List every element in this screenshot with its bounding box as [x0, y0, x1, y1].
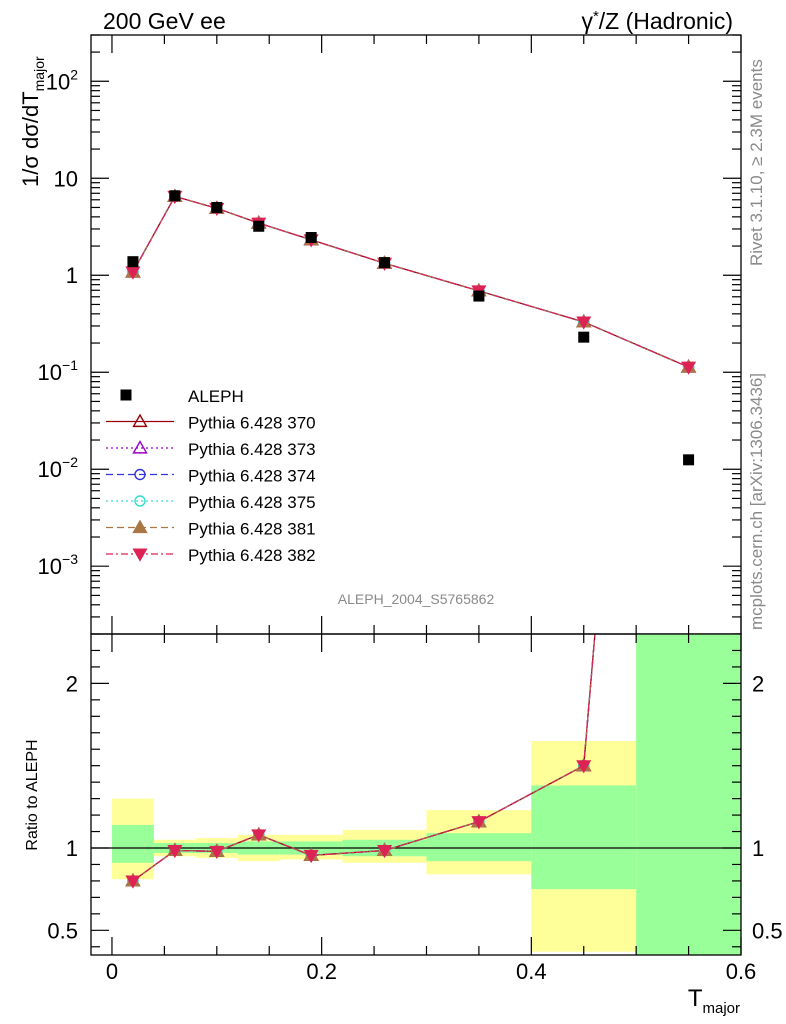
- legend-label-3: Pythia 6.428 375: [188, 493, 316, 512]
- y-tick-label-base: 10: [38, 554, 62, 579]
- ratio-marker-5: [167, 844, 183, 859]
- ratio-y-tick-label-right: 1: [752, 836, 764, 861]
- ratio-y-tick-label-right: 0.5: [752, 918, 783, 943]
- title-right-star: *: [593, 8, 599, 25]
- legend-label-4: Pythia 6.428 381: [188, 520, 316, 539]
- series-line-1: [132, 195, 689, 368]
- analysis-id: ALEPH_2004_S5765862: [338, 591, 495, 607]
- ratio-band-green: [111, 824, 154, 863]
- y-tick-label: 10−2: [38, 454, 79, 482]
- main-series-lines: [125, 188, 697, 375]
- y-tick-label-base: 10: [38, 360, 62, 385]
- legend-label-2: Pythia 6.428 374: [188, 467, 316, 486]
- ratio-panel: 0 0.2 0.4 0.6 0.5 0.5 1 1 2 2: [47, 633, 783, 984]
- legend-marker-2: [134, 468, 146, 481]
- aleph-data-point: [211, 201, 223, 213]
- series-line-0: [132, 195, 689, 368]
- legend-marker-aleph: [120, 389, 132, 401]
- y-tick-label-base: 10: [54, 166, 78, 191]
- ratio-band-green: [636, 634, 741, 955]
- legend: ALEPH Pythia 6.428 370 Pythia 6.428 373 Pyt…: [106, 387, 316, 565]
- aleph-data-point: [253, 220, 265, 232]
- main-frame: [90, 34, 742, 635]
- series-line-2: [132, 195, 689, 368]
- ratio-marker-5: [471, 816, 487, 830]
- title-right-gamma: γ: [581, 8, 593, 34]
- ratio-y-tick-label-left: 2: [66, 671, 78, 696]
- y-tick-label-exp: 2: [70, 66, 78, 82]
- y-tick-label-exp: −2: [62, 454, 78, 470]
- series-marker-5: [576, 316, 592, 330]
- aleph-data-point: [683, 454, 695, 466]
- y-tick-label-base: 10: [46, 69, 70, 94]
- title-left: 200 GeV ee: [103, 8, 226, 34]
- x-axis-label-sub: major: [702, 1000, 740, 1017]
- main-y-label-sub: major: [31, 56, 47, 91]
- ratio-y-tick-label-left: 0.5: [47, 918, 78, 943]
- aleph-data-point: [473, 290, 485, 302]
- ratio-uncertainty-bands: [91, 634, 741, 955]
- legend-marker-1: [132, 440, 148, 454]
- ratio-band-green: [426, 833, 532, 862]
- ratio-axis-ticks: 0 0.2 0.4 0.6 0.5 0.5 1 1 2 2: [47, 634, 783, 984]
- series-line-4: [132, 195, 689, 368]
- title-right-rest: /Z (Hadronic): [599, 8, 733, 34]
- x-tick-label: 0.4: [516, 959, 547, 984]
- y-tick-label-exp: −3: [62, 551, 78, 567]
- legend-marker-4: [132, 519, 148, 534]
- ratio-frame: [90, 633, 742, 956]
- ratio-marker-5: [125, 875, 141, 889]
- main-data-points: [127, 190, 695, 466]
- legend-marker-3: [134, 495, 146, 507]
- ratio-band-green: [531, 785, 637, 890]
- main-y-label: 1/σ dσ/dTmajor: [18, 56, 47, 187]
- aleph-data-point: [379, 257, 391, 269]
- x-tick-label: 0.6: [726, 959, 757, 984]
- aleph-data-point: [169, 190, 181, 202]
- legend-marker-0: [132, 413, 148, 428]
- ratio-y-tick-label-right: 2: [752, 671, 764, 696]
- legend-label-1: Pythia 6.428 373: [188, 440, 316, 459]
- y-tick-label: 10−1: [38, 357, 79, 385]
- x-axis-label: Tmajor: [688, 985, 740, 1017]
- y-tick-label-base: 10: [38, 457, 62, 482]
- ratio-series-lines: [125, 634, 596, 889]
- legend-marker-5: [132, 548, 148, 562]
- ratio-marker-5: [303, 849, 319, 864]
- y-tick-label: 10−3: [38, 551, 79, 579]
- rivet-label: Rivet 3.1.10, ≥ 2.3M events: [747, 59, 766, 266]
- ratio-marker-5: [251, 829, 267, 843]
- series-line-5: [132, 195, 689, 368]
- aleph-data-point: [305, 232, 317, 244]
- ratio-marker-5: [576, 760, 592, 774]
- mcplots-label: mcplots.cern.ch [arXiv:1306.3436]: [747, 373, 766, 630]
- legend-label-0: Pythia 6.428 370: [188, 414, 316, 433]
- x-tick-label: 0: [106, 959, 118, 984]
- ratio-marker-5: [377, 844, 393, 859]
- series-line-3: [132, 195, 689, 368]
- series-marker-5: [681, 361, 697, 375]
- y-tick-label: 10: [54, 166, 78, 191]
- legend-label-5: Pythia 6.428 382: [188, 546, 316, 565]
- x-tick-label: 0.2: [306, 959, 337, 984]
- legend-label-aleph: ALEPH: [188, 387, 244, 406]
- title-right: γ*/Z (Hadronic): [581, 8, 733, 34]
- ratio-marker-5: [209, 845, 225, 860]
- x-axis-label-text: T: [688, 985, 703, 1012]
- aleph-data-point: [578, 331, 590, 343]
- y-tick-label-base: 1: [66, 263, 78, 288]
- aleph-data-point: [127, 256, 139, 268]
- main-y-label-text: 1/σ dσ/dT: [18, 91, 43, 187]
- y-tick-label-exp: −1: [62, 357, 78, 373]
- y-tick-label: 102: [46, 66, 78, 94]
- ratio-y-tick-label-left: 1: [66, 836, 78, 861]
- ratio-y-label: Ratio to ALEPH: [24, 739, 41, 850]
- y-tick-label: 1: [66, 263, 78, 288]
